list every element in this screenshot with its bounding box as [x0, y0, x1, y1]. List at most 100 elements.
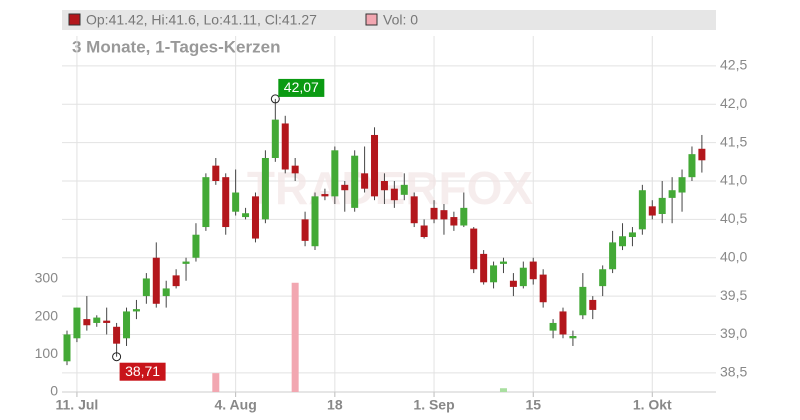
- candle-body: [83, 319, 91, 326]
- annotation-marker: [112, 352, 122, 362]
- volume-bar: [499, 388, 507, 392]
- candle-body: [132, 309, 140, 312]
- candle-body: [668, 190, 676, 198]
- annotation-label: 38,71: [125, 363, 160, 379]
- candle-body: [499, 261, 507, 264]
- y-tick-label: 41,0: [720, 172, 747, 188]
- candle-body: [460, 207, 468, 226]
- candle-body: [380, 181, 388, 191]
- candle-body: [678, 177, 686, 193]
- candle-body: [142, 278, 150, 297]
- candle-body: [212, 165, 220, 182]
- x-tick-label: 4. Aug: [215, 397, 257, 413]
- y-tick-label: 41,5: [720, 133, 747, 149]
- candle-body: [202, 177, 210, 228]
- candle-body: [490, 265, 498, 283]
- candle-body: [222, 177, 230, 228]
- candle-body: [628, 232, 636, 238]
- candle-body: [301, 219, 309, 241]
- candle-body: [509, 280, 517, 287]
- candle-body: [658, 197, 666, 214]
- candle-body: [440, 210, 448, 220]
- x-tick-label: 1. Sep: [413, 397, 454, 413]
- subtitle: 3 Monate, 1-Tages-Kerzen: [72, 37, 280, 56]
- x-tick-label: 1. Okt: [633, 397, 672, 413]
- candle-body: [549, 322, 557, 331]
- candle-body: [192, 234, 200, 258]
- candle-body: [569, 335, 577, 339]
- candle-body: [162, 288, 170, 297]
- candle-body: [410, 196, 418, 224]
- y-tick-label: 40,0: [720, 248, 747, 264]
- candle-body: [251, 196, 259, 239]
- annotation-marker: [270, 94, 280, 104]
- candle-body: [182, 261, 190, 264]
- candle-body: [470, 228, 478, 270]
- candle-body: [123, 311, 131, 339]
- volume-bar: [291, 282, 299, 392]
- x-tick-label: 11. Jul: [56, 397, 99, 413]
- candle-body: [480, 253, 488, 283]
- y-tick-label: 38,5: [720, 364, 747, 380]
- candle-body: [73, 307, 81, 339]
- y-tick-label: 42,5: [720, 57, 747, 73]
- candle-body: [113, 326, 121, 344]
- candle-body: [619, 236, 627, 247]
- candle-body: [688, 154, 696, 178]
- candle-body: [271, 119, 279, 158]
- candle-body: [450, 217, 458, 226]
- candle-body: [152, 257, 160, 304]
- watermark: TRADERFOX: [247, 162, 534, 214]
- candle-body: [400, 184, 408, 195]
- candle-body: [261, 157, 269, 220]
- candle-body: [341, 184, 349, 191]
- volume-bar: [212, 373, 220, 392]
- candle-body: [321, 194, 329, 197]
- candle-body: [519, 267, 527, 287]
- candle-body: [529, 261, 537, 280]
- x-tick-label: 18: [327, 397, 343, 413]
- y-tick-label: 39,0: [720, 325, 747, 341]
- candle-body: [579, 286, 587, 316]
- ohlc-text: Op:41.42, Hi:41.6, Lo:41.11, Cl:41.27: [86, 12, 317, 28]
- candle-body: [281, 123, 289, 170]
- candle-body: [371, 134, 379, 197]
- candle-body: [648, 206, 656, 216]
- volume-text: Vol: 0: [383, 12, 418, 28]
- volume-tick-label: 300: [35, 270, 59, 286]
- candle-body: [103, 320, 111, 323]
- candle-body: [63, 334, 71, 362]
- volume-tick-label: 0: [50, 383, 58, 399]
- y-tick-label: 39,5: [720, 287, 747, 303]
- candle-body: [291, 165, 299, 174]
- annotation-label: 42,07: [284, 79, 319, 95]
- y-tick-label: 40,5: [720, 210, 747, 226]
- candle-body: [539, 274, 547, 303]
- candle-body: [242, 213, 250, 218]
- header-bar: [62, 10, 716, 30]
- candle-body: [698, 148, 706, 161]
- candle-body: [361, 173, 369, 189]
- volume-tick-label: 100: [35, 345, 59, 361]
- candle-body: [331, 150, 339, 197]
- volume-tick-label: 200: [35, 307, 59, 323]
- candle-body: [430, 207, 438, 220]
- candle-body: [172, 275, 180, 287]
- candle-body: [420, 225, 428, 238]
- candle-body: [311, 196, 319, 247]
- candle-body: [638, 190, 646, 230]
- candle-body: [589, 299, 597, 310]
- x-tick-label: 15: [525, 397, 541, 413]
- candle-body: [390, 188, 398, 201]
- y-tick-label: 42,0: [720, 95, 747, 111]
- candle-body: [609, 242, 617, 270]
- candle-body: [93, 317, 101, 323]
- candle-body: [559, 311, 567, 335]
- ohlc-swatch: [68, 13, 81, 26]
- candle-body: [232, 192, 240, 212]
- candle-body: [351, 155, 359, 208]
- annotation-box: [278, 78, 325, 97]
- volume-swatch: [365, 13, 378, 26]
- candle-body: [599, 269, 607, 287]
